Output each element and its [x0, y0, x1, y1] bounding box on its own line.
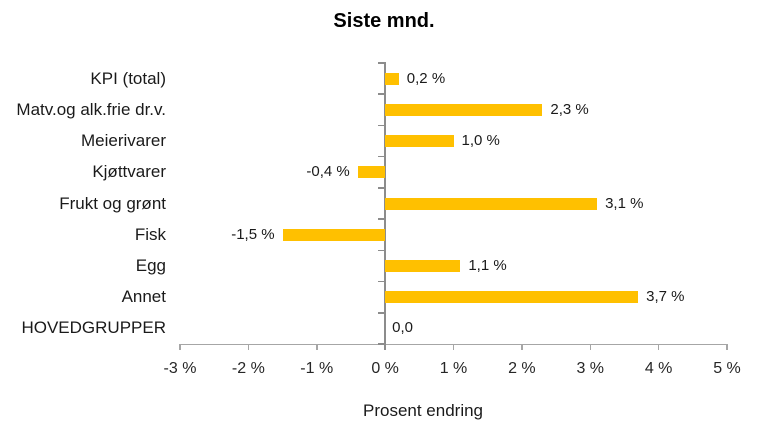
y-axis-tick — [378, 312, 385, 314]
category-label: Kjøttvarer — [92, 162, 166, 182]
value-label: 3,7 % — [646, 288, 685, 306]
category-label: Egg — [135, 255, 166, 275]
y-axis-tick — [378, 124, 385, 127]
category-label: Meierivarer — [80, 131, 166, 151]
y-axis-tick — [378, 343, 385, 345]
y-axis-tick — [378, 93, 385, 95]
x-axis-tick-label: 4 % — [644, 360, 673, 377]
x-axis-tick-label: 0 % — [371, 360, 399, 377]
x-axis-tick — [589, 344, 591, 350]
value-label: 2,3 % — [550, 100, 589, 118]
x-axis-tick — [179, 344, 181, 350]
y-axis-tick — [378, 187, 385, 189]
x-axis-tick-label: 3 % — [576, 360, 605, 377]
x-axis-tick-label: -3 % — [163, 360, 197, 377]
category-label: HOVEDGRUPPER — [21, 318, 166, 338]
x-axis-tick — [247, 344, 250, 350]
bar — [385, 291, 639, 304]
category-label: Frukt og grønt — [59, 193, 166, 213]
category-label: KPI (total) — [90, 68, 166, 88]
y-axis-tick — [378, 280, 385, 283]
x-axis-tick — [316, 344, 318, 350]
category-label: Fisk — [134, 224, 166, 244]
y-axis-tick — [378, 249, 385, 252]
y-axis-tick — [378, 155, 385, 158]
y-axis-tick — [378, 62, 385, 64]
bar — [385, 135, 454, 148]
y-axis-tick — [378, 218, 385, 220]
value-label: 1,1 % — [468, 256, 507, 274]
value-label: 0,0 — [392, 319, 413, 337]
value-label: 3,1 % — [605, 194, 644, 212]
bar — [385, 259, 461, 272]
x-axis-tick-label: 2 % — [508, 360, 536, 377]
x-axis-tick — [452, 344, 455, 350]
bar — [385, 103, 543, 116]
x-axis-tick-label: 1 % — [439, 360, 468, 377]
value-label: 0,2 % — [406, 69, 446, 87]
x-axis-tick — [657, 344, 660, 350]
value-label: 1,0 % — [461, 132, 500, 150]
bar — [357, 166, 386, 179]
category-label: Annet — [121, 287, 166, 307]
value-label: -1,5 % — [231, 225, 275, 243]
category-label: Matv.og alk.frie dr.v. — [16, 99, 166, 119]
bar — [385, 72, 399, 85]
x-axis-tick-label: 5 % — [713, 360, 741, 377]
bar — [282, 228, 386, 241]
x-axis-title: Prosent endring — [362, 401, 484, 420]
x-axis-tick — [521, 344, 523, 350]
x-axis-tick-label: -1 % — [300, 360, 334, 377]
bar — [385, 197, 598, 210]
chart-title: Siste mnd. — [333, 10, 435, 32]
value-label: -0,4 % — [306, 163, 350, 181]
x-axis-tick — [726, 344, 728, 350]
x-axis-tick-label: -2 % — [231, 360, 265, 377]
